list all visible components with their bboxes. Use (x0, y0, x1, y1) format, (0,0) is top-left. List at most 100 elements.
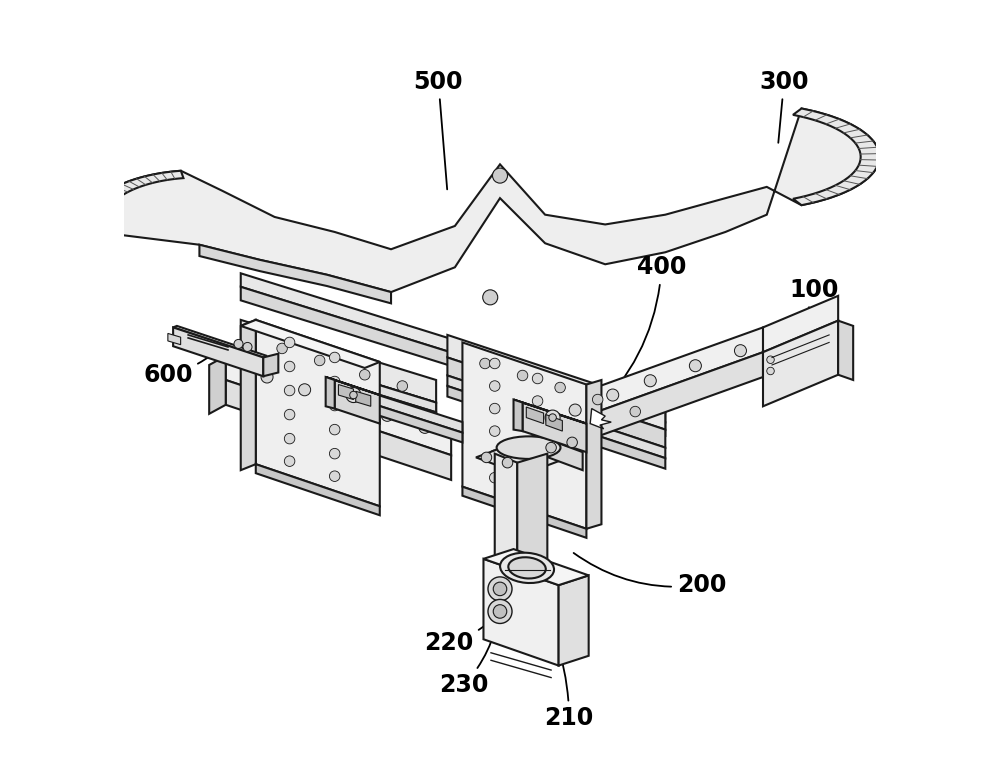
Polygon shape (378, 406, 462, 442)
Circle shape (767, 356, 774, 363)
Polygon shape (173, 326, 267, 357)
Polygon shape (447, 375, 665, 458)
Polygon shape (523, 403, 586, 452)
Circle shape (489, 472, 500, 483)
Polygon shape (476, 435, 583, 475)
Circle shape (488, 600, 512, 624)
Text: 230: 230 (439, 592, 500, 697)
Circle shape (489, 403, 500, 414)
Circle shape (502, 457, 513, 468)
Polygon shape (546, 415, 562, 431)
Circle shape (489, 450, 500, 460)
Polygon shape (447, 335, 665, 430)
Polygon shape (462, 342, 586, 529)
Polygon shape (378, 395, 462, 432)
Text: 600: 600 (143, 344, 224, 387)
Circle shape (397, 381, 408, 391)
Polygon shape (241, 342, 436, 413)
Polygon shape (89, 171, 183, 232)
Circle shape (644, 375, 656, 387)
Circle shape (381, 410, 393, 422)
Polygon shape (241, 320, 256, 470)
Circle shape (234, 339, 243, 348)
Polygon shape (526, 407, 544, 424)
Circle shape (545, 410, 560, 425)
Circle shape (549, 414, 556, 422)
Circle shape (344, 397, 356, 409)
Text: 440: 440 (301, 353, 370, 377)
Circle shape (284, 433, 295, 444)
Polygon shape (462, 356, 665, 435)
Polygon shape (590, 409, 611, 429)
Polygon shape (838, 321, 853, 380)
Polygon shape (168, 333, 181, 344)
Polygon shape (514, 400, 586, 424)
Polygon shape (241, 320, 380, 368)
Polygon shape (356, 391, 371, 407)
Polygon shape (495, 453, 517, 613)
Polygon shape (447, 386, 665, 469)
Circle shape (607, 389, 619, 401)
Polygon shape (447, 357, 665, 447)
Polygon shape (495, 595, 547, 613)
Circle shape (481, 452, 492, 463)
Circle shape (493, 582, 507, 596)
Circle shape (532, 441, 543, 451)
Polygon shape (326, 377, 335, 409)
Text: 200: 200 (574, 553, 726, 597)
Polygon shape (241, 342, 436, 420)
Circle shape (483, 290, 498, 305)
Circle shape (489, 426, 500, 436)
Circle shape (329, 352, 340, 363)
Polygon shape (523, 327, 763, 438)
Circle shape (350, 391, 357, 399)
Circle shape (492, 168, 508, 183)
Circle shape (284, 385, 295, 396)
Circle shape (532, 488, 543, 498)
Circle shape (346, 388, 361, 403)
Polygon shape (199, 245, 391, 304)
Circle shape (630, 407, 641, 417)
Polygon shape (256, 320, 380, 506)
Polygon shape (326, 377, 380, 395)
Circle shape (329, 471, 340, 481)
Circle shape (284, 361, 295, 372)
Polygon shape (241, 320, 436, 403)
Text: 500: 500 (414, 70, 463, 189)
Circle shape (329, 425, 340, 435)
Polygon shape (209, 356, 226, 414)
Circle shape (734, 344, 746, 357)
Circle shape (277, 343, 287, 354)
Circle shape (532, 419, 543, 429)
Text: 210: 210 (529, 585, 594, 731)
Ellipse shape (497, 436, 560, 459)
Circle shape (555, 382, 565, 393)
Circle shape (493, 605, 507, 618)
Text: 110: 110 (263, 397, 346, 452)
Circle shape (532, 396, 543, 407)
Circle shape (284, 410, 295, 420)
Polygon shape (483, 549, 589, 585)
Circle shape (329, 448, 340, 459)
Ellipse shape (500, 553, 554, 583)
Circle shape (299, 384, 311, 396)
Text: 300: 300 (759, 70, 809, 143)
Text: 100: 100 (784, 278, 839, 347)
Polygon shape (523, 352, 763, 463)
Polygon shape (536, 435, 583, 470)
Circle shape (489, 381, 500, 391)
Circle shape (689, 360, 701, 372)
Polygon shape (241, 352, 436, 422)
Polygon shape (173, 327, 263, 376)
Polygon shape (586, 380, 601, 529)
Circle shape (359, 369, 370, 380)
Polygon shape (241, 273, 462, 356)
Text: 400: 400 (594, 255, 686, 413)
Polygon shape (793, 108, 879, 205)
Polygon shape (256, 464, 380, 516)
Text: 220: 220 (424, 613, 498, 655)
Circle shape (767, 367, 774, 375)
Circle shape (314, 355, 325, 366)
Circle shape (284, 456, 295, 466)
Polygon shape (335, 380, 380, 424)
